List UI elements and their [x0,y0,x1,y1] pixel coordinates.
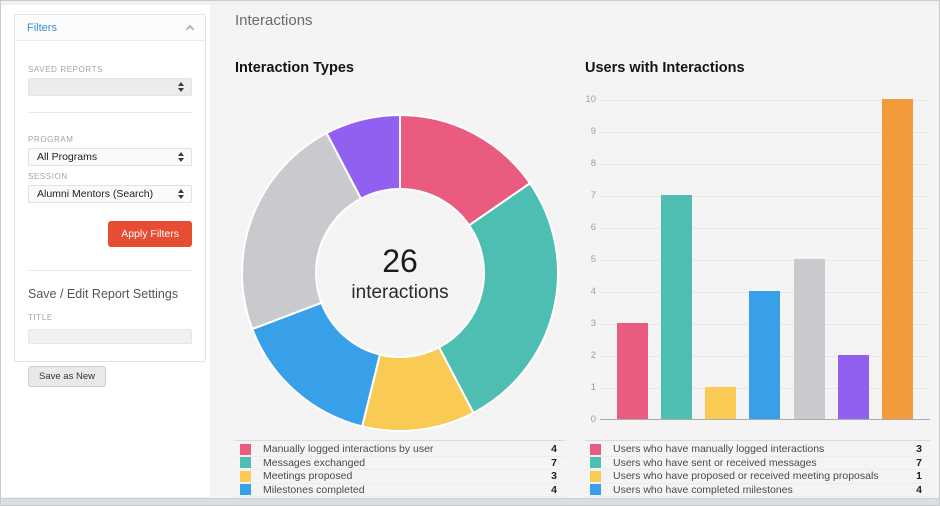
chevron-up-icon[interactable] [185,24,195,34]
legend-row: Manually logged interactions by user 4 [235,443,565,457]
bar-chart-title: Users with Interactions [585,60,745,76]
gridline [600,100,930,101]
y-tick-label: 9 [590,126,596,137]
legend-row: Users who have manually logged interacti… [585,443,930,457]
gridline [600,164,930,165]
title-label: TITLE [28,313,53,322]
program-value: All Programs [37,151,98,163]
select-arrows-icon [178,189,184,199]
legend-value: 3 [551,470,557,483]
session-select[interactable]: Alumni Mentors (Search) [28,185,192,203]
bar-plot: 0 1 2 3 4 5 6 7 8 9 10 [585,95,930,425]
save-report-settings-title: Save / Edit Report Settings [28,287,179,301]
legend-value: 4 [551,483,557,496]
legend-swatch [240,457,251,469]
legend-value: 4 [551,443,557,456]
donut-chart-title: Interaction Types [235,60,354,76]
legend-value: 3 [916,443,922,456]
legend-swatch [590,470,601,482]
bar[interactable] [616,323,648,419]
y-tick-label: 2 [590,350,596,361]
y-tick-label: 1 [590,382,596,393]
filters-panel-body: SAVED REPORTS PROGRAM All Programs SESSI… [15,41,205,387]
legend-label: Users who have sent or received messages [613,456,817,469]
legend-label: Milestones completed [263,483,365,496]
session-label: SESSION [28,172,68,181]
legend-swatch [590,443,601,455]
donut-segment[interactable] [325,113,401,200]
bar[interactable] [660,195,692,419]
gridline [600,196,930,197]
window-top-strip [0,0,940,5]
donut-segment[interactable] [437,181,559,415]
gridline [600,260,930,261]
program-select[interactable]: All Programs [28,148,192,166]
donut-chart [241,113,559,432]
legend-value: 7 [551,456,557,469]
session-value: Alumni Mentors (Search) [37,188,154,200]
interaction-types-panel: Interaction Types 26 interactions Manual… [235,60,565,497]
donut-legend: Manually logged interactions by user 4 Mes… [235,440,565,497]
legend-swatch [590,457,601,469]
legend-value: 7 [916,456,922,469]
bar-legend: Users who have manually logged interacti… [585,440,930,497]
legend-value: 4 [916,483,922,496]
bar[interactable] [882,99,914,419]
y-tick-label: 3 [590,318,596,329]
legend-row: Meetings proposed 3 [235,470,565,484]
legend-swatch [240,443,251,455]
donut-chart-area: 26 interactions [238,111,562,435]
legend-row: Users who have proposed or received meet… [585,470,930,484]
bar[interactable] [749,291,781,419]
filters-panel-header[interactable]: Filters [15,15,205,41]
sidebar: Filters SAVED REPORTS PROGRAM All Progra… [0,5,210,497]
select-arrows-icon [178,152,184,162]
legend-swatch [590,484,601,496]
title-input[interactable] [28,329,192,344]
saved-reports-select[interactable] [28,78,192,96]
y-tick-label: 7 [590,190,596,201]
donut-segment[interactable] [241,131,363,331]
select-arrows-icon [178,82,184,92]
bar[interactable] [793,259,825,419]
gridline [600,132,930,133]
y-tick-label: 8 [590,158,596,169]
page-title: Interactions [235,12,313,29]
users-with-interactions-panel: Users with Interactions 0 1 2 3 4 5 6 7 8 9 10 Use… [585,60,930,497]
legend-row: Users who have completed milestones 4 [585,483,930,497]
program-label: PROGRAM [28,135,74,144]
legend-label: Manually logged interactions by user [263,443,434,456]
legend-swatch [240,484,251,496]
y-tick-label: 5 [590,254,596,265]
legend-label: Messages exchanged [263,456,366,469]
legend-label: Meetings proposed [263,470,353,483]
bar[interactable] [838,355,870,419]
divider [28,270,192,271]
save-as-new-button[interactable]: Save as New [28,366,106,387]
filters-title: Filters [27,21,57,34]
y-tick-label: 10 [585,94,596,105]
y-tick-label: 0 [590,414,596,425]
legend-label: Users who have completed milestones [613,483,793,496]
legend-swatch [240,470,251,482]
legend-value: 1 [916,470,922,483]
gridline [600,228,930,229]
bar[interactable] [705,387,737,419]
legend-row: Messages exchanged 7 [235,456,565,470]
legend-label: Users who have manually logged interacti… [613,443,825,456]
bars-container [600,99,930,419]
main-content: Interactions Interaction Types 26 intera… [210,0,940,506]
y-tick-label: 4 [590,286,596,297]
horizontal-scrollbar[interactable] [0,498,940,506]
filters-panel: Filters SAVED REPORTS PROGRAM All Progra… [14,14,206,387]
legend-row: Users who have sent or received messages… [585,456,930,470]
divider [28,112,192,113]
legend-label: Users who have proposed or received meet… [613,470,879,483]
saved-reports-label: SAVED REPORTS [28,65,104,74]
legend-row: Milestones completed 4 [235,483,565,497]
apply-filters-button[interactable]: Apply Filters [108,221,192,247]
y-tick-label: 6 [590,222,596,233]
